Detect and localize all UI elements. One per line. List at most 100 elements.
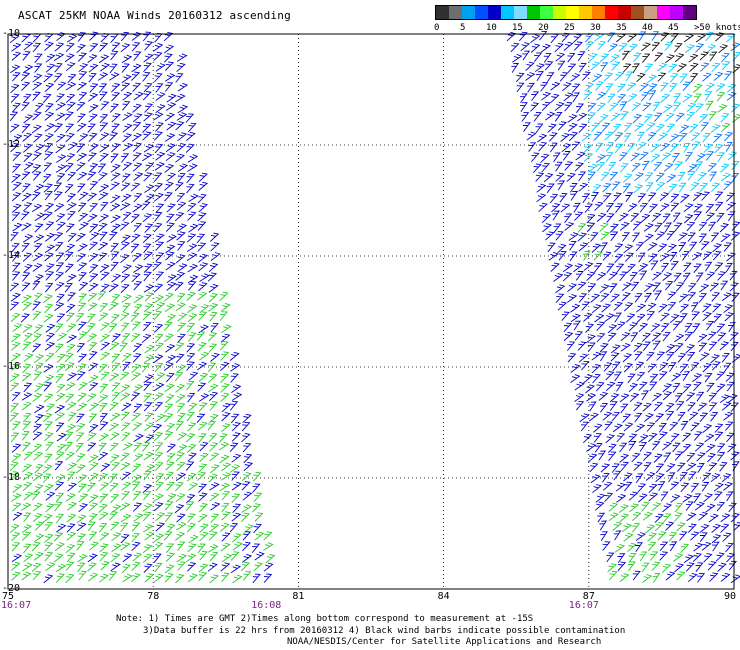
wind-barb — [98, 241, 109, 251]
wind-barb — [89, 231, 100, 241]
wind-barb — [693, 203, 703, 213]
legend-swatch — [631, 6, 644, 19]
wind-barb — [66, 552, 76, 563]
wind-barb — [65, 382, 76, 391]
wind-barb — [620, 461, 629, 472]
wind-barb — [34, 464, 44, 474]
wind-barb — [578, 182, 589, 192]
wind-barb — [220, 351, 230, 361]
wind-barb — [647, 363, 657, 373]
wind-barb — [34, 414, 44, 424]
wind-barb — [22, 442, 31, 452]
wind-barb — [164, 413, 174, 423]
wind-barb — [643, 283, 654, 293]
wind-barb — [133, 264, 144, 273]
wind-barb — [705, 212, 716, 222]
wind-barb — [54, 542, 65, 551]
wind-barb — [187, 513, 196, 523]
wind-barb — [155, 413, 166, 423]
wind-barb — [98, 433, 110, 442]
wind-barb — [695, 272, 704, 283]
wind-barb — [684, 331, 694, 342]
wind-barb — [86, 393, 97, 403]
wind-barb — [660, 323, 670, 333]
wind-barb — [143, 263, 153, 273]
wind-barb — [208, 373, 218, 383]
wind-barb — [76, 541, 85, 551]
wind-barb — [725, 542, 734, 553]
wind-barb — [77, 32, 87, 42]
wind-barb — [100, 201, 109, 212]
wind-barb — [142, 544, 153, 554]
longitude-tick-label: 78 — [147, 591, 160, 602]
wind-barb — [66, 531, 77, 541]
wind-barb — [617, 93, 627, 104]
wind-barb — [598, 113, 609, 123]
wind-barb — [651, 31, 660, 41]
wind-barb — [599, 53, 610, 63]
wind-barb — [78, 191, 89, 201]
wind-barb — [687, 163, 698, 173]
wind-barb — [11, 333, 22, 343]
wind-barb — [89, 181, 99, 191]
wind-barb — [76, 152, 88, 162]
wind-barb — [679, 472, 688, 482]
wind-barb — [636, 313, 646, 324]
wind-barb — [89, 541, 99, 551]
wind-barb — [647, 132, 657, 142]
wind-barb — [710, 124, 721, 133]
legend-swatch — [527, 6, 540, 19]
wind-barb — [186, 361, 195, 371]
wind-barb — [654, 513, 664, 523]
wind-barb — [197, 342, 207, 352]
wind-barb — [530, 102, 540, 112]
wind-barb — [22, 420, 32, 431]
wind-barb — [132, 422, 143, 431]
wind-barb — [133, 294, 144, 304]
wind-barb — [56, 262, 65, 272]
wind-barb — [664, 222, 672, 233]
wind-barb — [99, 263, 110, 273]
wind-barb — [570, 363, 581, 373]
wind-barb — [539, 30, 548, 41]
wind-barb — [617, 553, 626, 563]
wind-barb — [121, 294, 132, 303]
wind-barb — [623, 363, 634, 373]
wind-barb — [550, 93, 560, 104]
wind-barb — [144, 573, 155, 583]
wind-barb — [697, 333, 708, 343]
wind-barb — [21, 372, 32, 382]
wind-barb — [622, 63, 632, 73]
wind-barb — [704, 261, 713, 272]
wind-barb — [33, 533, 45, 543]
legend-swatch — [488, 6, 501, 19]
wind-barb — [197, 193, 207, 204]
wind-barb — [143, 303, 154, 313]
wind-barb — [210, 322, 219, 333]
wind-barb — [592, 484, 602, 494]
wind-barb — [210, 252, 221, 261]
wind-barb — [23, 553, 34, 563]
wind-barb — [557, 60, 566, 71]
wind-barb — [710, 473, 721, 483]
wind-barb — [704, 372, 713, 383]
wind-barb — [623, 132, 632, 143]
wind-barb — [589, 462, 599, 473]
wind-barb — [605, 142, 615, 152]
wind-barb — [634, 412, 643, 423]
wind-barb — [100, 283, 110, 293]
wind-barb — [98, 213, 110, 223]
wind-barb — [561, 311, 570, 321]
wind-barb — [704, 91, 713, 102]
wind-barb — [9, 123, 20, 133]
wind-barb — [692, 373, 703, 382]
wind-barb — [111, 123, 120, 133]
wind-barb — [143, 251, 154, 261]
wind-barb — [111, 83, 121, 93]
wind-barb — [625, 313, 636, 323]
legend-label: 25 — [564, 23, 575, 33]
wind-barb — [54, 302, 65, 311]
wind-barb — [727, 211, 736, 222]
wind-barb — [731, 461, 740, 472]
